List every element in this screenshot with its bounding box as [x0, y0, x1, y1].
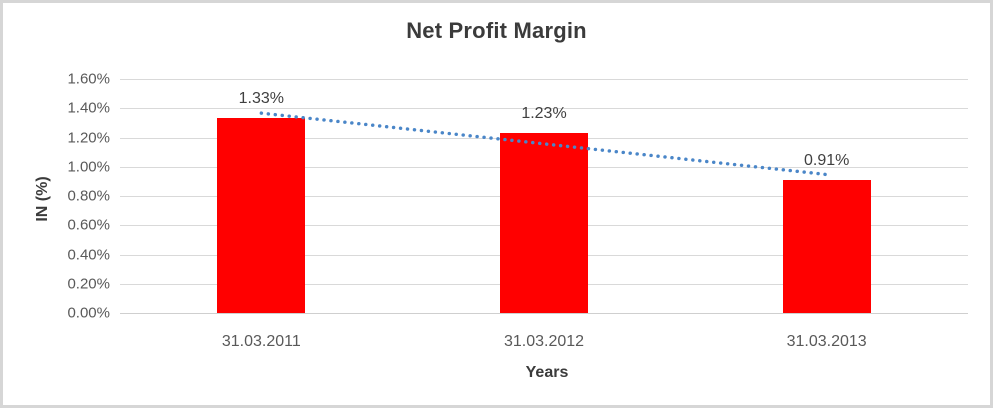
bar-31.03.2013	[782, 179, 871, 313]
y-axis-tick-label: 0.80%	[67, 187, 110, 205]
x-axis-tick-label: 31.03.2012	[503, 333, 585, 350]
bar-data-label: 1.23%	[521, 105, 567, 123]
x-axis-tick-label: 31.03.2013	[786, 333, 867, 350]
gridline	[120, 108, 968, 110]
y-axis-title: IN (%)	[34, 176, 51, 222]
y-axis-tick-label: 1.40%	[67, 99, 110, 117]
y-axis-tick-label: 1.60%	[67, 70, 110, 88]
x-axis-baseline	[120, 313, 968, 314]
bar-31.03.2012	[500, 133, 588, 313]
y-axis-tick-label: 0.40%	[67, 246, 110, 263]
bar-data-label: 0.91%	[803, 151, 850, 169]
bar-data-label: 1.33%	[238, 90, 285, 108]
y-axis-tick-label: 1.00%	[67, 158, 110, 176]
y-axis-tick-label: 0.00%	[67, 304, 110, 322]
bar-31.03.2011	[217, 118, 306, 313]
y-axis-tick-label: 0.20%	[67, 275, 110, 293]
x-axis-tick-label: 31.03.2011	[221, 333, 301, 350]
y-axis-tick-label: 0.60%	[67, 216, 110, 234]
gridline	[120, 79, 968, 80]
x-axis-title: Years	[525, 364, 569, 381]
chart-title: Net Profit Margin	[406, 18, 587, 43]
y-axis-tick-label: 1.20%	[67, 129, 110, 146]
